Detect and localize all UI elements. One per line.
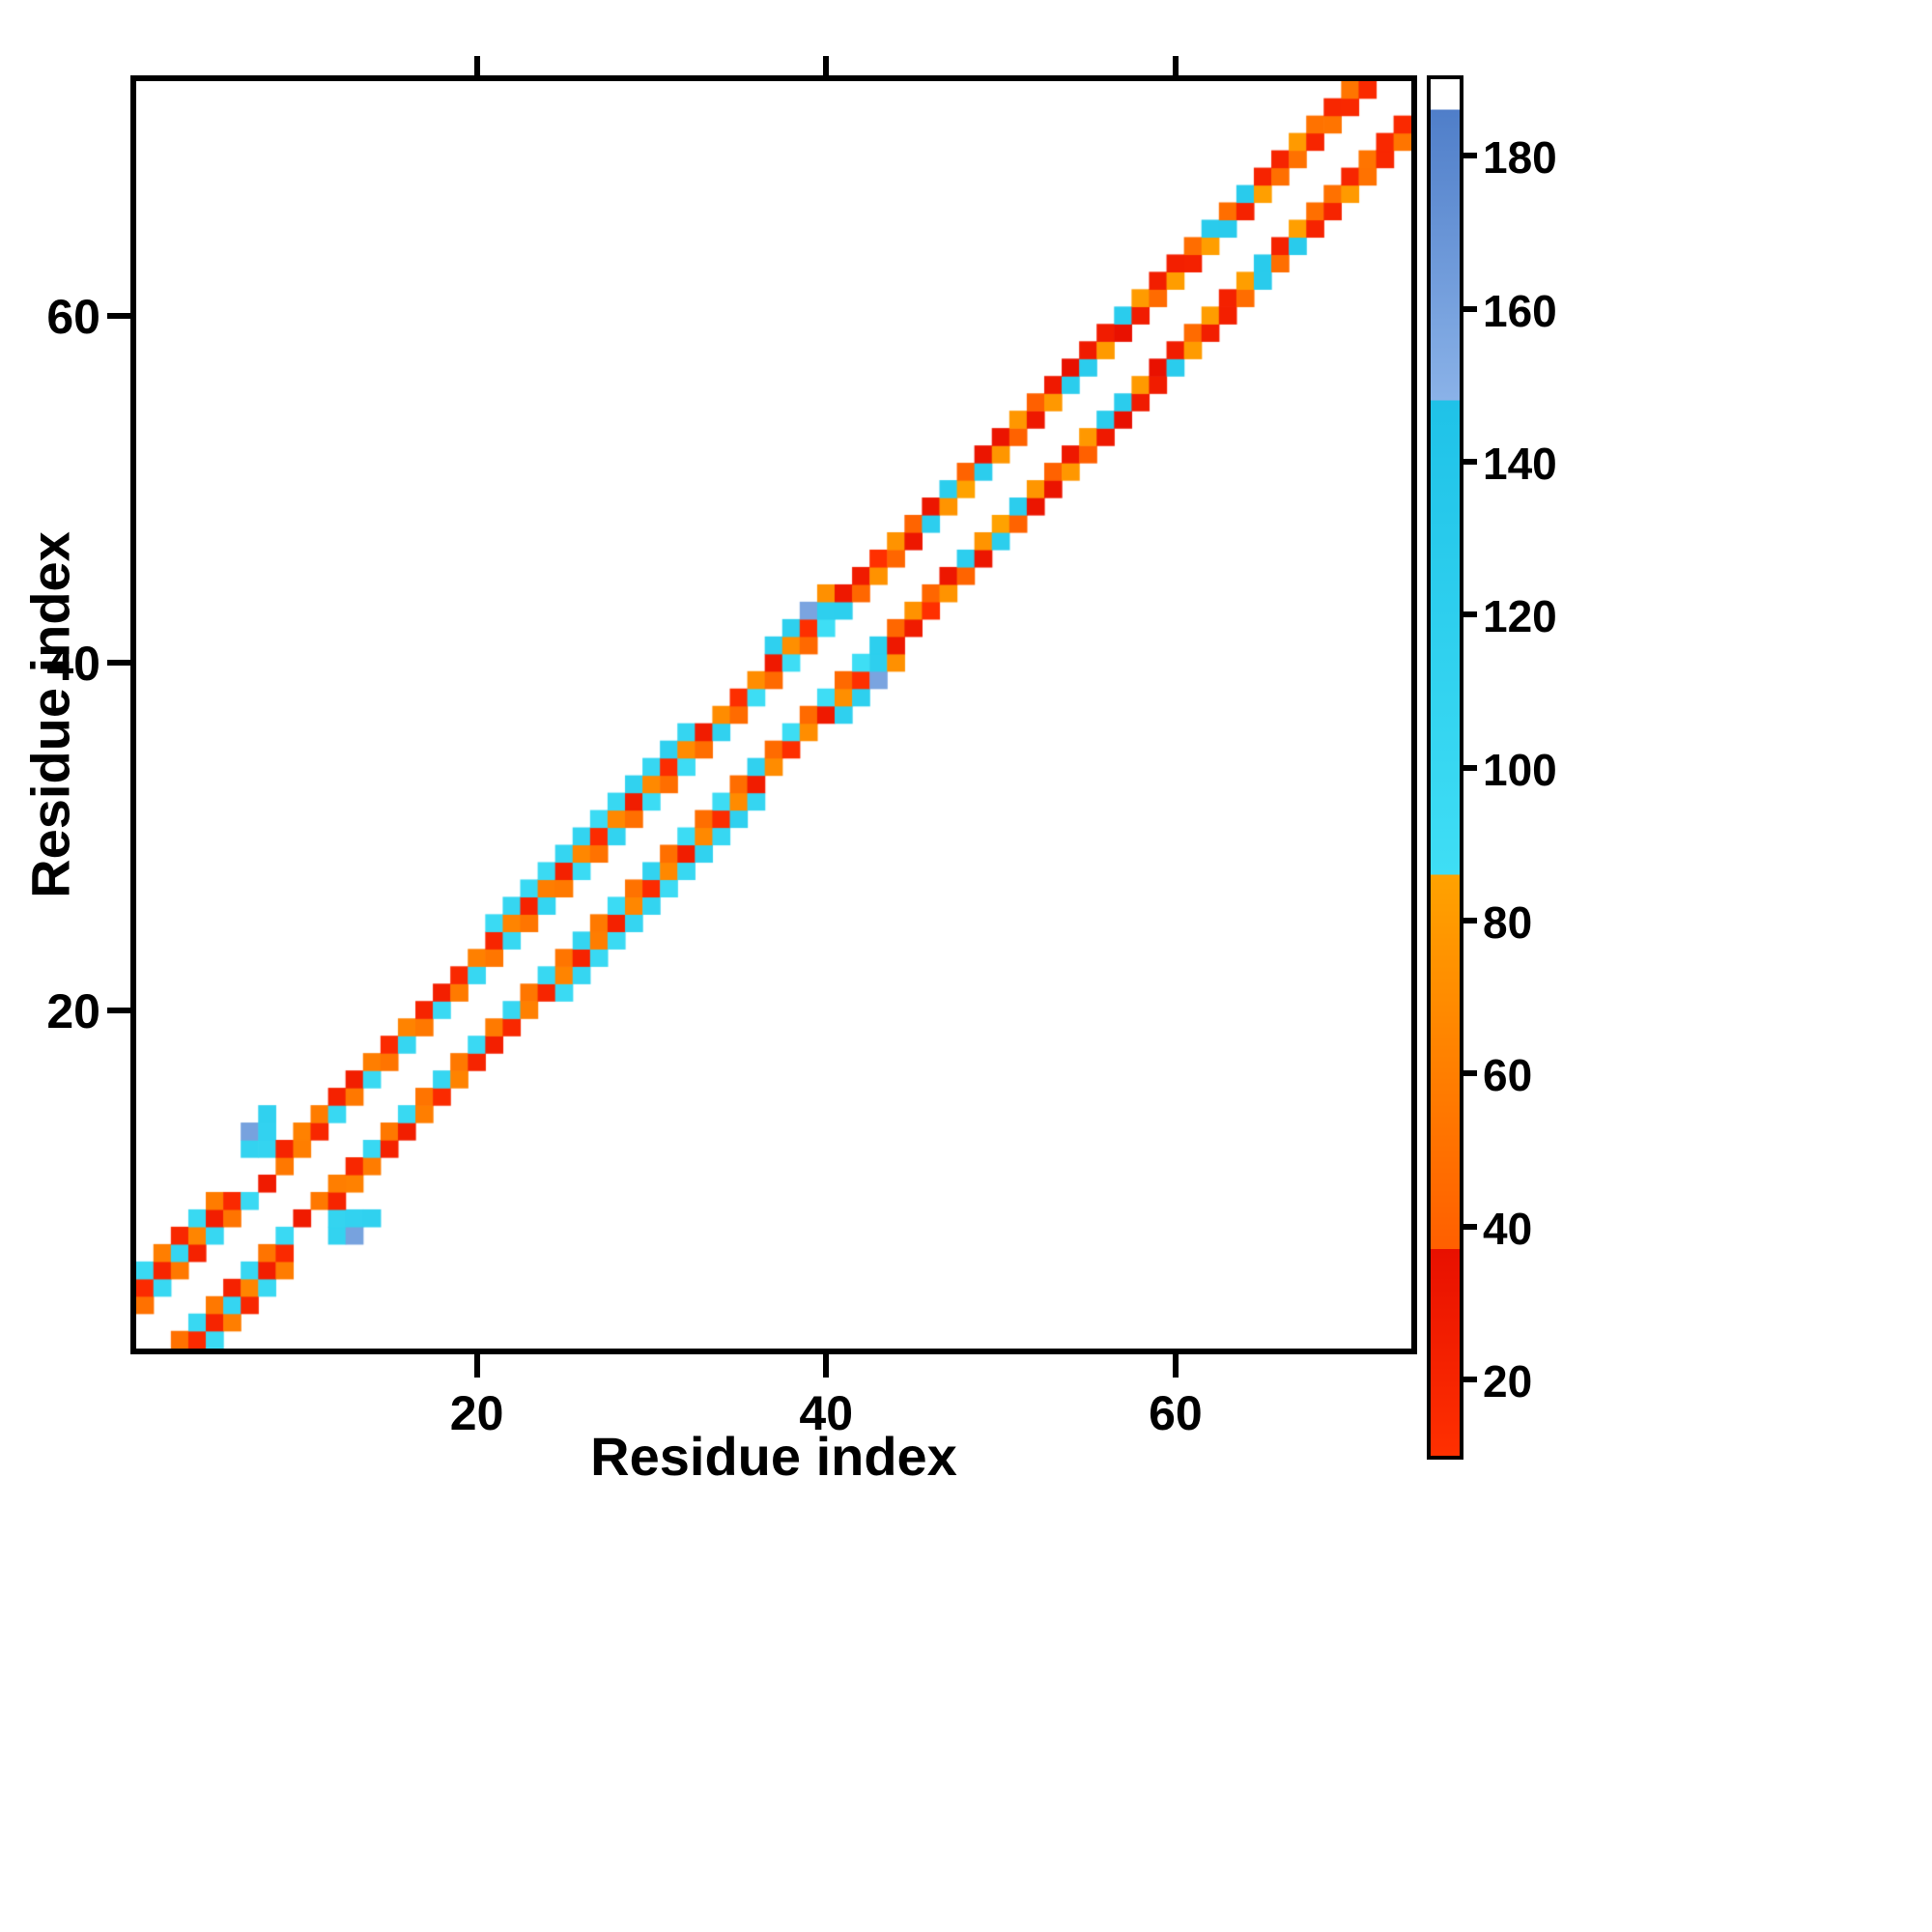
colorbar-tick [1463, 1376, 1477, 1382]
colorbar-gradient [1431, 79, 1460, 1456]
colorbar-tick-label: 20 [1483, 1355, 1533, 1406]
colorbar-tick-label: 40 [1483, 1203, 1533, 1254]
colorbar [1427, 75, 1463, 1460]
colorbar-tick-label: 180 [1483, 132, 1557, 184]
colorbar-tick-label: 80 [1483, 896, 1533, 948]
plot-frame [130, 75, 1417, 1354]
x-axis-top-tick [1172, 56, 1179, 75]
y-axis-tick [107, 312, 130, 319]
colorbar-tick [1463, 305, 1477, 312]
y-axis-tick-label: 20 [46, 983, 100, 1038]
colorbar-tick [1463, 764, 1477, 771]
colorbar-tick [1463, 458, 1477, 465]
colorbar-tick-label: 100 [1483, 744, 1557, 795]
colorbar-tick [1463, 153, 1477, 159]
y-axis-tick-label: 60 [46, 289, 100, 344]
y-axis-tick [107, 1007, 130, 1013]
contact-map-heatmap [136, 81, 1411, 1349]
x-axis-label: Residue index [590, 1426, 957, 1487]
x-axis-tick-label: 40 [799, 1386, 854, 1440]
y-axis-tick-label: 40 [46, 637, 100, 692]
y-axis-label: Residue index [19, 531, 81, 898]
x-axis-tick-label: 60 [1149, 1386, 1203, 1440]
x-axis-tick [1172, 1354, 1179, 1378]
x-axis-top-tick [473, 56, 480, 75]
colorbar-tick [1463, 917, 1477, 923]
colorbar-tick-label: 160 [1483, 285, 1557, 336]
colorbar-tick-label: 120 [1483, 591, 1557, 642]
x-axis-tick [823, 1354, 830, 1378]
colorbar-tick-label: 60 [1483, 1050, 1533, 1101]
y-axis-tick [107, 660, 130, 667]
colorbar-tick [1463, 1070, 1477, 1077]
x-axis-tick-label: 20 [449, 1386, 504, 1440]
colorbar-tick-label: 140 [1483, 438, 1557, 489]
x-axis-top-tick [823, 56, 830, 75]
colorbar-tick [1463, 611, 1477, 618]
colorbar-tick [1463, 1223, 1477, 1230]
x-axis-tick [473, 1354, 480, 1378]
